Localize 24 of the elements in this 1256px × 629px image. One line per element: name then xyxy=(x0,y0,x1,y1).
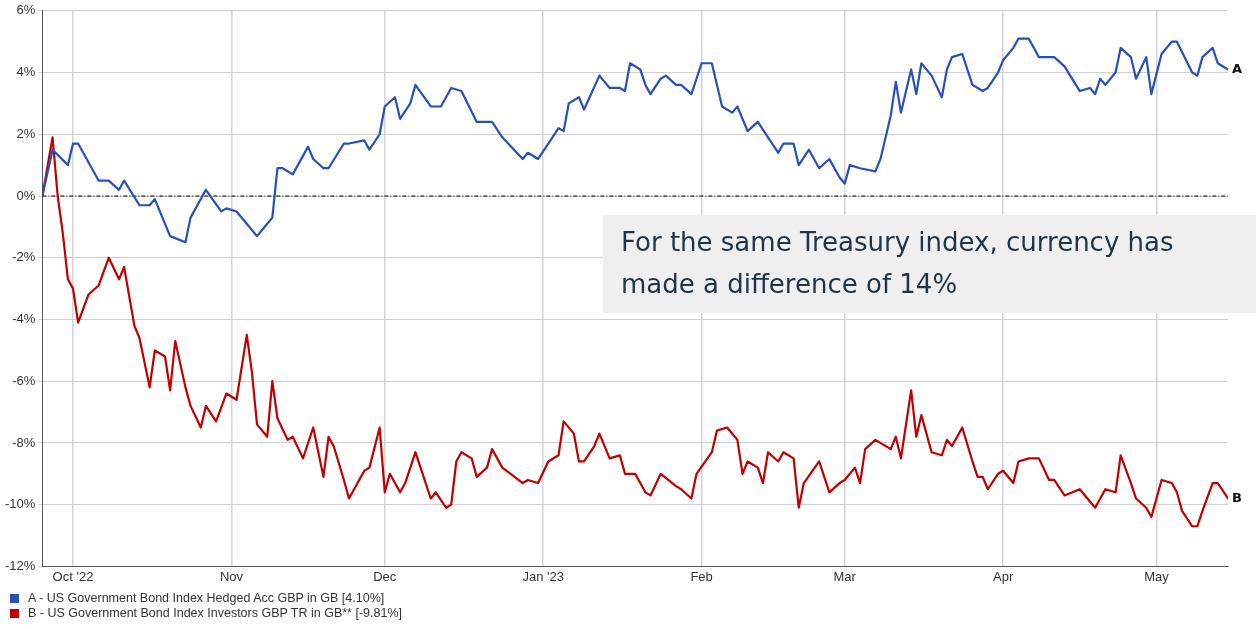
x-tick-label: Feb xyxy=(690,568,713,584)
legend-label: A - US Government Bond Index Hedged Acc GBP in GB [4.10%] xyxy=(28,591,385,606)
y-tick-label: -2% xyxy=(12,249,36,265)
x-tick-label: Dec xyxy=(373,568,397,584)
x-tick-label: Jan '23 xyxy=(522,568,564,584)
y-tick-label: 6% xyxy=(16,2,36,18)
y-tick-label: -10% xyxy=(4,496,36,512)
y-tick-label: 2% xyxy=(16,125,36,141)
legend-label: B - US Government Bond Index Investors GBP TR in GB** [-9.81%] xyxy=(28,606,403,621)
x-tick-label: Apr xyxy=(993,568,1014,584)
callout-box: For the same Treasury index, currency has made a difference of 14% xyxy=(603,215,1256,313)
x-tick-label: May xyxy=(1144,568,1170,584)
y-tick-label: -4% xyxy=(12,311,36,327)
y-tick-label: 4% xyxy=(16,64,36,80)
annotation: B xyxy=(1232,489,1242,505)
y-tick-label: -12% xyxy=(4,557,36,573)
y-tick-label: 0% xyxy=(16,187,36,203)
x-tick-label: Nov xyxy=(219,568,244,584)
y-tick-label: -6% xyxy=(12,372,36,388)
x-tick-label: Mar xyxy=(833,568,857,584)
annotation: A xyxy=(1232,60,1243,76)
y-tick-label: -8% xyxy=(12,434,36,450)
annotation: For the same Treasury index, currency has made a difference of 14% xyxy=(621,226,1175,301)
x-tick-label: Oct '22 xyxy=(52,568,94,584)
